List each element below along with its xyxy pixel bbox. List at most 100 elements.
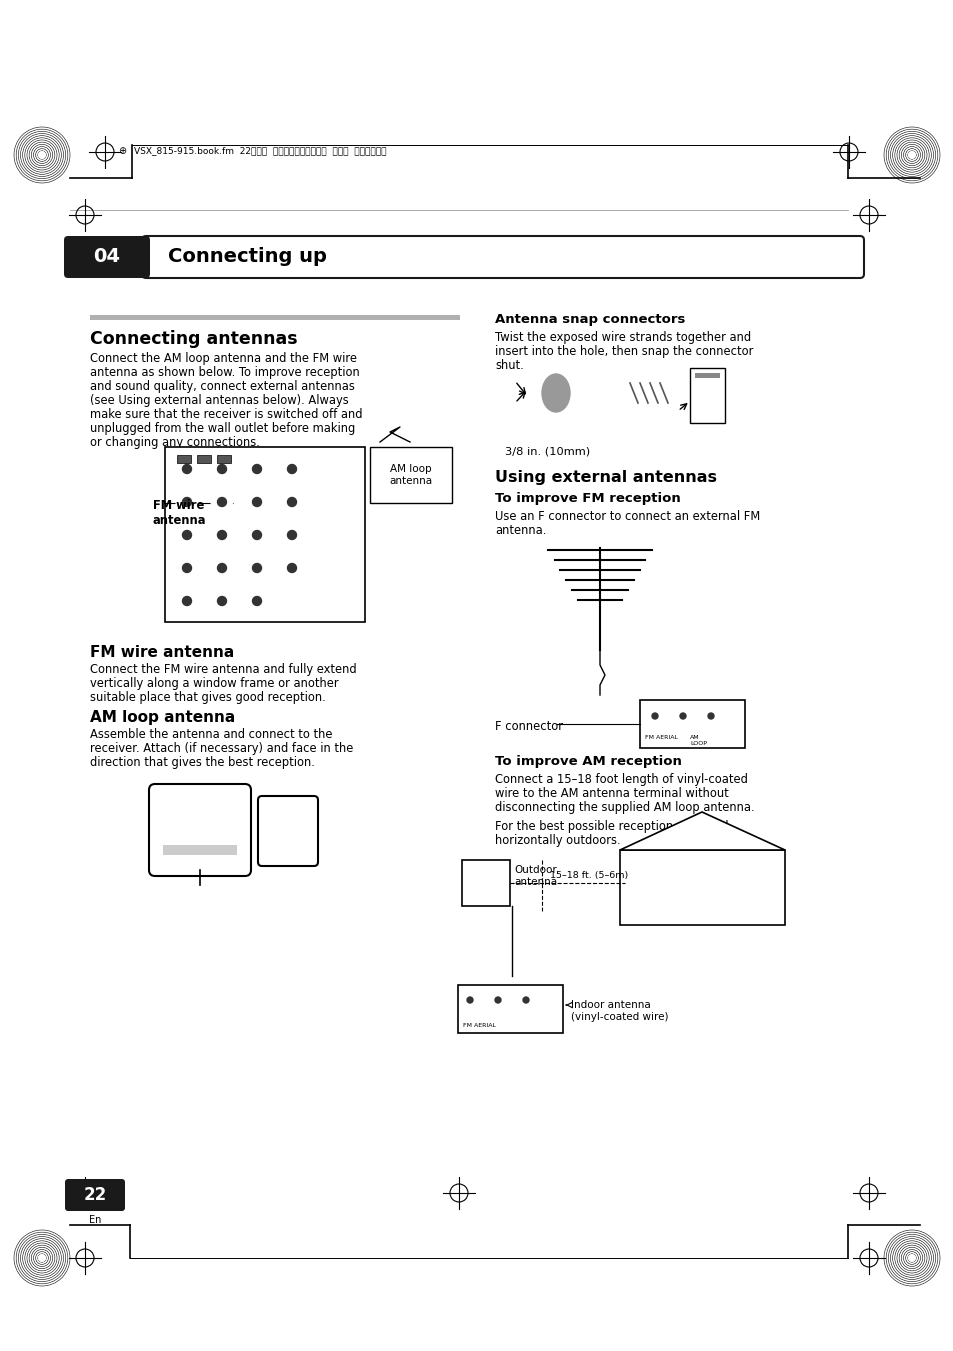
Text: Connect a 15–18 foot length of vinyl-coated: Connect a 15–18 foot length of vinyl-coa… — [495, 773, 747, 786]
FancyBboxPatch shape — [257, 796, 317, 866]
Text: antenna as shown below. To improve reception: antenna as shown below. To improve recep… — [90, 366, 359, 380]
Text: En: En — [89, 1215, 101, 1225]
Bar — [457, 985, 562, 1034]
Circle shape — [517, 992, 534, 1008]
Bar — [177, 455, 191, 463]
Bar — [90, 315, 459, 320]
Text: Twist the exposed wire strands together and: Twist the exposed wire strands together … — [495, 331, 750, 345]
Circle shape — [281, 557, 303, 580]
Circle shape — [253, 597, 261, 605]
FancyBboxPatch shape — [65, 1179, 125, 1210]
Bar — [196, 455, 211, 463]
Circle shape — [461, 992, 477, 1008]
Text: Connecting up: Connecting up — [168, 247, 327, 266]
Text: Outdoor
antenna: Outdoor antenna — [514, 865, 557, 886]
Text: Use an F connector to connect an external FM: Use an F connector to connect an externa… — [495, 509, 760, 523]
Text: Antenna snap connectors: Antenna snap connectors — [495, 313, 684, 326]
Text: antenna.: antenna. — [495, 524, 546, 536]
Circle shape — [490, 992, 505, 1008]
Text: AM
LOOP: AM LOOP — [689, 735, 706, 746]
Circle shape — [651, 713, 658, 719]
Circle shape — [253, 563, 261, 573]
Circle shape — [287, 563, 296, 573]
Circle shape — [253, 465, 261, 473]
Text: make sure that the receiver is switched off and: make sure that the receiver is switched … — [90, 408, 362, 422]
Circle shape — [175, 590, 198, 612]
FancyBboxPatch shape — [149, 784, 251, 875]
Circle shape — [182, 563, 192, 573]
Bar — [695, 373, 720, 378]
Circle shape — [495, 997, 500, 1002]
Text: AM loop
antenna: AM loop antenna — [389, 465, 432, 486]
Text: For the best possible reception, suspend: For the best possible reception, suspend — [495, 820, 728, 834]
Circle shape — [217, 531, 226, 539]
Circle shape — [281, 524, 303, 546]
Circle shape — [211, 458, 233, 480]
FancyBboxPatch shape — [142, 236, 863, 278]
Circle shape — [175, 490, 198, 513]
Text: FM AERIAL: FM AERIAL — [644, 735, 678, 740]
Circle shape — [211, 557, 233, 580]
Text: To improve FM reception: To improve FM reception — [495, 492, 680, 505]
Text: To improve AM reception: To improve AM reception — [495, 755, 681, 767]
Circle shape — [246, 490, 268, 513]
Circle shape — [287, 531, 296, 539]
Bar — [689, 367, 724, 423]
Circle shape — [707, 713, 713, 719]
Circle shape — [182, 497, 192, 507]
Text: Using external antennas: Using external antennas — [495, 470, 717, 485]
Text: AM loop antenna: AM loop antenna — [90, 711, 235, 725]
Circle shape — [246, 557, 268, 580]
Bar — [216, 455, 231, 463]
Bar — [461, 861, 510, 907]
Circle shape — [253, 531, 261, 539]
Text: FM wire antenna: FM wire antenna — [90, 644, 234, 661]
Circle shape — [287, 497, 296, 507]
Circle shape — [675, 708, 690, 724]
Text: direction that gives the best reception.: direction that gives the best reception. — [90, 757, 314, 769]
Text: (see Using external antennas below). Always: (see Using external antennas below). Alw… — [90, 394, 349, 407]
Text: 3/8 in. (10mm): 3/8 in. (10mm) — [504, 447, 590, 457]
Circle shape — [175, 458, 198, 480]
Text: suitable place that gives good reception.: suitable place that gives good reception… — [90, 690, 325, 704]
Text: 15–18 ft. (5–6m): 15–18 ft. (5–6m) — [550, 871, 628, 880]
Text: Connect the FM wire antenna and fully extend: Connect the FM wire antenna and fully ex… — [90, 663, 356, 676]
Circle shape — [287, 465, 296, 473]
Text: shut.: shut. — [495, 359, 523, 372]
Text: insert into the hole, then snap the connector: insert into the hole, then snap the conn… — [495, 345, 753, 358]
Circle shape — [211, 590, 233, 612]
Circle shape — [467, 997, 473, 1002]
Text: F connector: F connector — [495, 720, 562, 734]
Text: FM wire
antenna: FM wire antenna — [152, 499, 206, 527]
Text: ⊕: ⊕ — [118, 146, 126, 155]
Circle shape — [522, 997, 529, 1002]
Circle shape — [281, 458, 303, 480]
Text: 04: 04 — [93, 247, 120, 266]
Text: receiver. Attach (if necessary) and face in the: receiver. Attach (if necessary) and face… — [90, 742, 353, 755]
Text: VSX_815-915.book.fm  22ページ  ２００４年１２月８日  水曜日  午後４時３分: VSX_815-915.book.fm 22ページ ２００４年１２月８日 水曜日… — [133, 146, 386, 155]
Circle shape — [907, 151, 914, 158]
Circle shape — [646, 708, 662, 724]
Bar — [165, 447, 365, 621]
Circle shape — [182, 465, 192, 473]
Bar — [619, 850, 784, 925]
Circle shape — [182, 597, 192, 605]
Text: Connect the AM loop antenna and the FM wire: Connect the AM loop antenna and the FM w… — [90, 353, 356, 365]
Circle shape — [246, 524, 268, 546]
Circle shape — [175, 524, 198, 546]
Circle shape — [211, 524, 233, 546]
Circle shape — [246, 458, 268, 480]
FancyBboxPatch shape — [64, 236, 150, 278]
Circle shape — [246, 590, 268, 612]
Ellipse shape — [541, 374, 569, 412]
Text: or changing any connections.: or changing any connections. — [90, 436, 259, 449]
Circle shape — [217, 597, 226, 605]
Circle shape — [211, 490, 233, 513]
Text: and sound quality, connect external antennas: and sound quality, connect external ante… — [90, 380, 355, 393]
Circle shape — [217, 497, 226, 507]
Circle shape — [702, 708, 719, 724]
Text: FM AERIAL: FM AERIAL — [462, 1023, 496, 1028]
Circle shape — [217, 465, 226, 473]
Text: vertically along a window frame or another: vertically along a window frame or anoth… — [90, 677, 338, 690]
Circle shape — [217, 563, 226, 573]
